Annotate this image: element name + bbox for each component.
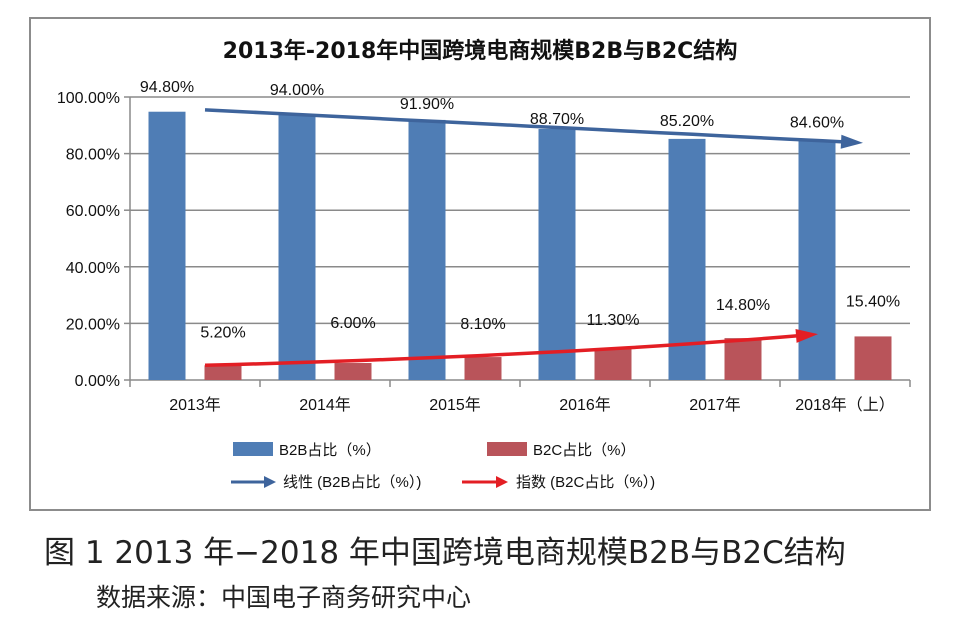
data-label-b2b: 91.90% xyxy=(400,96,454,113)
bar-b2c xyxy=(334,363,372,380)
data-label-b2b: 94.00% xyxy=(270,82,324,99)
x-tick-label: 2017年 xyxy=(689,396,741,414)
bar-b2b xyxy=(538,128,576,380)
trendlines xyxy=(204,108,863,368)
x-tick-label: 2014年 xyxy=(299,396,351,414)
bar-b2b xyxy=(408,119,446,380)
bars xyxy=(148,111,892,380)
bar-b2c xyxy=(464,357,502,380)
axes: 0.00% 20.00% 40.00% 60.00% 80.00% 100.00% 2013… xyxy=(57,90,911,414)
bar-b2c xyxy=(594,348,632,380)
data-label-b2b: 84.60% xyxy=(790,115,844,132)
y-tick-label: 20.00% xyxy=(66,316,120,333)
y-tick-label: 0.00% xyxy=(75,373,120,390)
data-source-note: 数据来源：中国电子商务研究中心 xyxy=(96,583,472,612)
data-label-b2c: 15.40% xyxy=(846,293,900,310)
data-label-b2b: 88.70% xyxy=(530,111,584,128)
y-tick-label: 80.00% xyxy=(66,147,120,164)
bar-b2c xyxy=(854,336,892,380)
bar-b2b xyxy=(278,113,316,380)
trend-arrowhead-icon xyxy=(795,329,818,343)
legend: B2B占比（%） B2C占比（%） 线性 (B2B占比（%）) 指数 (B2C占… xyxy=(231,442,655,491)
bar-b2b xyxy=(798,140,836,380)
legend-swatch-b2b xyxy=(233,442,273,456)
x-tick-label: 2015年 xyxy=(429,396,481,414)
y-tick-label: 100.00% xyxy=(57,90,120,107)
trendline-linear-b2b xyxy=(204,108,856,145)
data-label-b2b: 94.80% xyxy=(140,79,194,96)
gridlines xyxy=(130,96,910,325)
data-label-b2c: 11.30% xyxy=(586,312,639,329)
x-tick-label: 2016年 xyxy=(559,396,611,414)
legend-label-b2c: B2C占比（%） xyxy=(533,442,636,459)
data-label-b2c: 8.10% xyxy=(460,316,505,333)
data-labels: 94.80% 94.00% 91.90% 88.70% 85.20% 84.60% 5.20… xyxy=(140,79,900,341)
bar-b2c xyxy=(204,365,242,380)
x-tick-label: 2018年（上） xyxy=(795,396,895,414)
y-tick-label: 60.00% xyxy=(66,203,120,220)
bar-b2c xyxy=(724,338,762,380)
x-tick-label: 2013年 xyxy=(169,396,221,414)
legend-swatch-b2c xyxy=(487,442,527,456)
y-tick-label: 40.00% xyxy=(66,260,120,277)
figure-caption: 图 1 2013 年−2018 年中国跨境电商规模B2B与B2C结构 xyxy=(44,535,846,571)
legend-arrow-linear-icon xyxy=(231,476,276,488)
trend-arrowhead-icon xyxy=(840,134,863,149)
bar-b2b xyxy=(148,111,186,380)
legend-arrow-exponential-icon xyxy=(462,476,508,488)
data-label-b2c: 14.80% xyxy=(716,297,770,314)
data-label-b2b: 85.20% xyxy=(660,113,714,130)
trendline-exponential-b2c xyxy=(204,333,811,368)
data-label-b2c: 6.00% xyxy=(330,315,375,332)
legend-label-exponential-trend: 指数 (B2C占比（%）) xyxy=(516,474,655,491)
legend-label-linear-trend: 线性 (B2B占比（%）) xyxy=(283,474,421,491)
bar-b2b xyxy=(668,138,706,380)
legend-label-b2b: B2B占比（%） xyxy=(279,442,381,459)
data-label-b2c: 5.20% xyxy=(200,324,245,341)
chart-title: 2013年-2018年中国跨境电商规模B2B与B2C结构 xyxy=(223,38,738,64)
